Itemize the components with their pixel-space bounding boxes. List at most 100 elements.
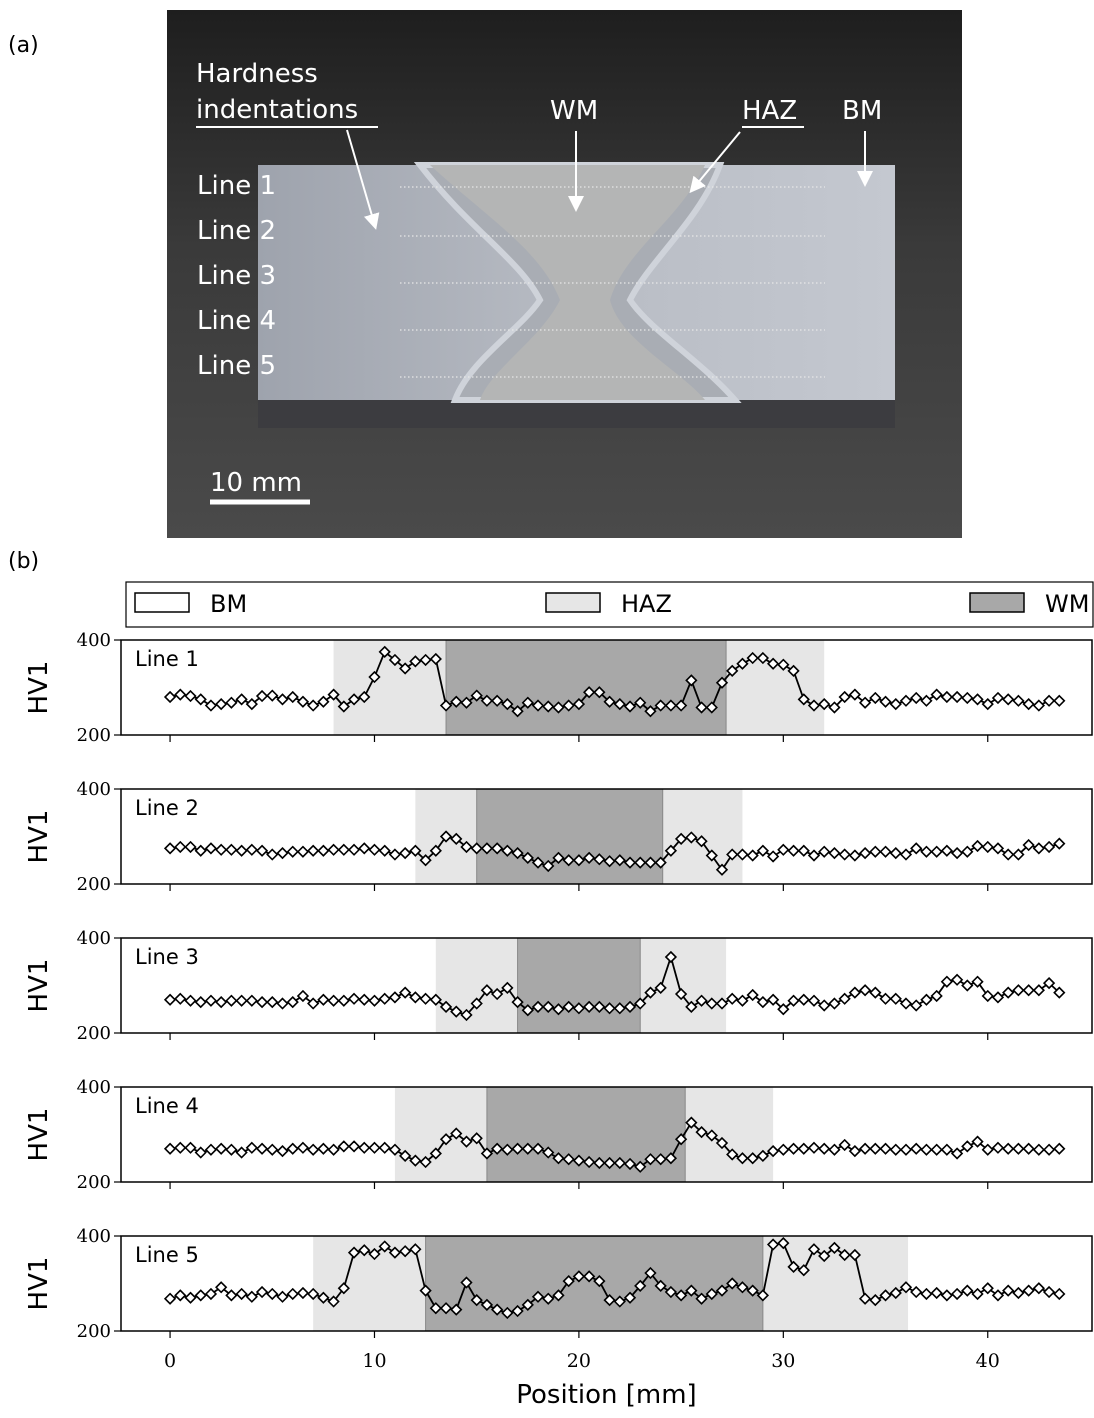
- data-point: [296, 1286, 310, 1300]
- data-point: [307, 844, 320, 857]
- data-point: [215, 995, 228, 1009]
- data-point: [368, 1141, 381, 1154]
- data-point: [756, 844, 770, 857]
- data-point: [797, 693, 810, 706]
- y-axis-label: HV1: [24, 959, 54, 1013]
- data-point: [910, 999, 923, 1012]
- data-point: [337, 843, 350, 856]
- data-point: [419, 1155, 432, 1169]
- data-point: [317, 1142, 330, 1155]
- data-point: [521, 1004, 534, 1017]
- data-point: [899, 1281, 913, 1294]
- data-point: [368, 843, 381, 856]
- panel-label: (b): [8, 549, 39, 574]
- data-point: [439, 1000, 453, 1014]
- data-point: [685, 674, 698, 687]
- data-point: [1042, 840, 1056, 854]
- data-point: [450, 1005, 463, 1018]
- data-point: [368, 670, 381, 684]
- data-point: [307, 699, 320, 712]
- data-point: [307, 1143, 320, 1156]
- chart-title: Line 5: [135, 1243, 199, 1267]
- y-tick-label: 400: [77, 1077, 111, 1098]
- data-point: [399, 1245, 412, 1258]
- x-tick-label: 30: [771, 1350, 795, 1372]
- line-label: Line 4: [197, 306, 276, 336]
- data-point: [409, 991, 422, 1004]
- data-point: [1032, 699, 1045, 712]
- plot-frame: [120, 1086, 1093, 1183]
- data-point: [930, 845, 943, 858]
- data-point: [296, 845, 310, 858]
- data-point: [634, 997, 647, 1010]
- data-point: [368, 994, 381, 1007]
- data-point: [358, 842, 371, 855]
- data-point: [981, 840, 994, 854]
- data-point: [818, 999, 831, 1012]
- data-point: [971, 1135, 984, 1148]
- data-point: [317, 695, 330, 708]
- data-point: [634, 1279, 647, 1293]
- data-point: [582, 1155, 596, 1169]
- data-point: [1042, 976, 1056, 990]
- data-point: [317, 844, 330, 857]
- data-point: [470, 1132, 483, 1145]
- data-point: [439, 830, 453, 843]
- data-point: [828, 1143, 841, 1156]
- annotation: WM: [550, 96, 598, 126]
- data-point: [899, 848, 913, 861]
- legend-swatch: [545, 592, 601, 613]
- data-point: [654, 856, 667, 869]
- data-point: [695, 835, 708, 848]
- data-point: [726, 992, 739, 1005]
- data-point: [460, 696, 473, 709]
- data-point: [235, 844, 248, 857]
- x-tick-label: 10: [362, 1350, 386, 1372]
- data-point: [470, 842, 483, 855]
- data-point: [756, 651, 770, 665]
- data-point: [603, 1293, 616, 1307]
- data-point: [204, 1287, 218, 1301]
- data-point: [848, 1144, 862, 1158]
- data-point: [634, 1160, 647, 1173]
- data-point: [337, 700, 350, 713]
- y-tick-label: 400: [77, 1226, 111, 1247]
- data-point: [746, 1284, 759, 1297]
- data-point: [746, 988, 759, 1002]
- legend-swatch: [134, 592, 190, 613]
- data-point: [940, 1289, 953, 1302]
- y-axis-label: HV1: [24, 1108, 54, 1162]
- data-point: [1002, 1142, 1015, 1155]
- data-point: [1012, 984, 1025, 997]
- data-point: [869, 1293, 882, 1307]
- data-point: [276, 693, 289, 706]
- data-point: [603, 1002, 616, 1015]
- data-point: [674, 699, 688, 712]
- data-point: [399, 1149, 412, 1163]
- data-point: [797, 1264, 810, 1277]
- data-point: [910, 1285, 923, 1299]
- data-point: [664, 1285, 678, 1299]
- y-tick-label: 200: [77, 874, 111, 895]
- data-point: [961, 691, 974, 705]
- data-point: [654, 1153, 667, 1166]
- data-point: [828, 997, 841, 1010]
- data-point: [613, 854, 626, 867]
- data-point: [705, 849, 718, 862]
- data-point: [225, 696, 238, 709]
- data-point: [858, 846, 872, 860]
- data-point: [204, 842, 218, 855]
- data-point: [460, 1276, 473, 1289]
- data-point: [399, 986, 412, 999]
- data-point: [1002, 848, 1015, 861]
- data-point: [296, 989, 310, 1003]
- wm-band: [517, 937, 641, 1034]
- data-point: [337, 1140, 350, 1153]
- data-point: [194, 1289, 207, 1302]
- line-label: Line 2: [197, 216, 276, 246]
- data-point: [593, 853, 606, 866]
- indentations: [400, 186, 825, 378]
- data-point: [562, 699, 575, 712]
- data-point: [337, 1282, 350, 1295]
- data-point: [347, 1140, 361, 1153]
